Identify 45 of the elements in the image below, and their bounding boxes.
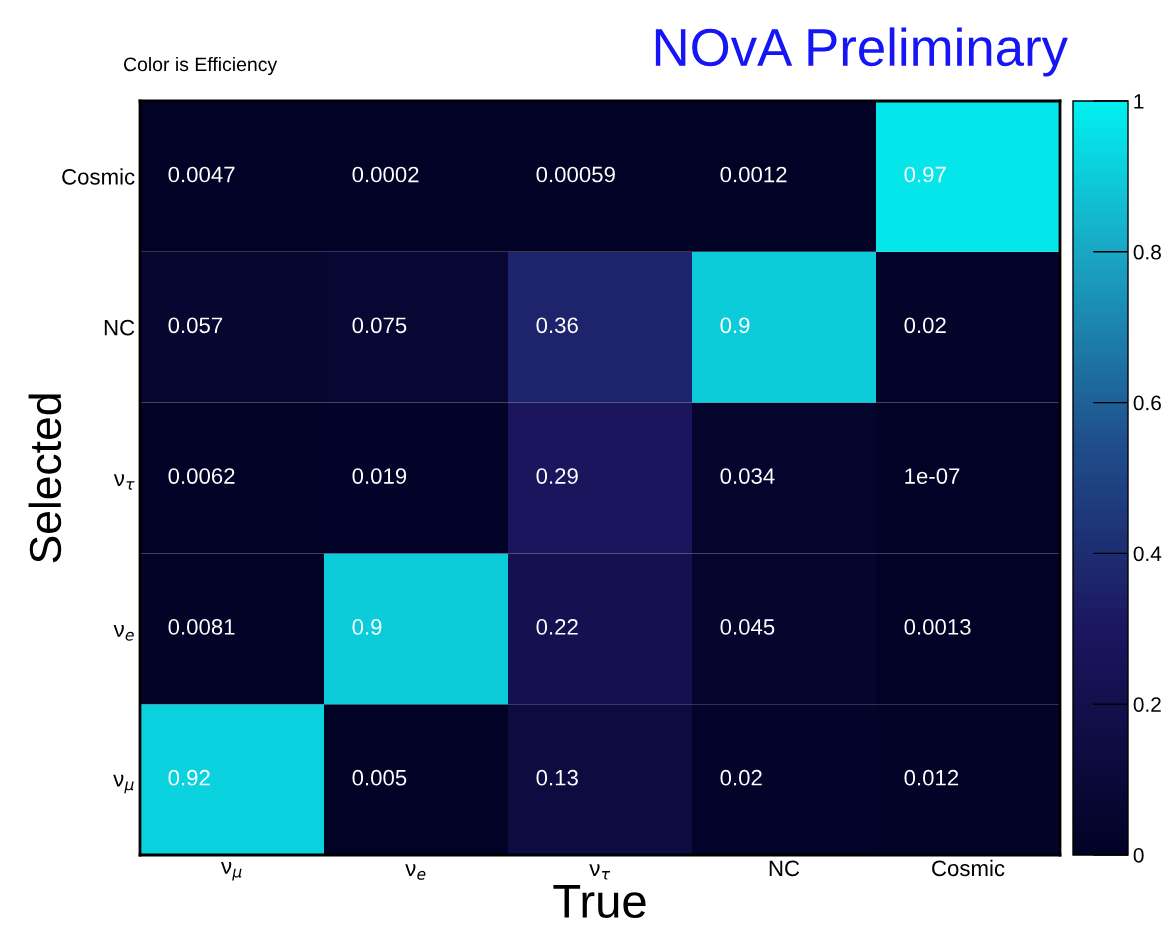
x-tick-label: ν$_{μ}$ [221, 861, 242, 881]
data-label: 0.045 [720, 619, 775, 635]
chart-subtitle: Color is Efficiency [123, 56, 278, 76]
color-bar-label: 0.6 [1133, 395, 1161, 411]
color-bar-label: 0.8 [1133, 244, 1161, 260]
data-label: 0.9 [720, 317, 750, 334]
y-tick-label: ν$_{e}$ [113, 625, 134, 641]
color-bar-label: 0 [1133, 848, 1144, 863]
x-tick-label: ν$_{e}$ [405, 864, 426, 880]
y-tick-label: ν$_{μ}$ [113, 774, 134, 794]
data-label: 0.97 [904, 166, 946, 183]
data-label: 0.034 [720, 468, 775, 484]
data-label: 0.0062 [168, 468, 235, 484]
data-label: 0.92 [168, 769, 210, 786]
x-tick-label: Cosmic [932, 859, 1005, 877]
x-tick-label: NC [769, 860, 800, 877]
data-label: 0.00059 [536, 166, 615, 183]
data-label: 0.0002 [352, 166, 419, 183]
data-label: 0.012 [904, 769, 959, 786]
data-label: 0.057 [168, 317, 223, 334]
data-label: 0.005 [352, 769, 407, 786]
x-tick-label: ν$_{τ}$ [589, 864, 611, 880]
data-label: 1e-07 [905, 468, 960, 484]
data-label: 0.13 [536, 769, 578, 786]
color-bar-label: 0.4 [1133, 546, 1162, 562]
y-tick-label: Cosmic [62, 168, 135, 185]
data-label: 0.075 [352, 317, 407, 334]
y-tick-label: ν$_{τ}$ [113, 474, 135, 490]
y-axis-title: Selected [28, 394, 62, 563]
color-bar-label: 1 [1134, 94, 1144, 109]
x-axis-title: True [553, 885, 646, 919]
color-bar-label: 0.2 [1133, 697, 1161, 712]
data-label: 0.0047 [168, 166, 235, 183]
data-label: 0.0012 [720, 166, 787, 183]
data-label: 0.0081 [168, 619, 235, 635]
data-label: 0.29 [536, 468, 578, 484]
data-label: 0.019 [352, 468, 407, 484]
data-label: 0.22 [536, 619, 578, 635]
data-label: 0.0013 [904, 619, 971, 635]
data-label: 0.02 [720, 769, 762, 786]
chart-title: NOvA Preliminary [655, 27, 1068, 77]
data-label: 0.02 [904, 317, 946, 334]
data-label: 0.36 [536, 317, 578, 334]
y-tick-label: NC [104, 319, 135, 336]
data-label: 0.9 [352, 619, 382, 635]
